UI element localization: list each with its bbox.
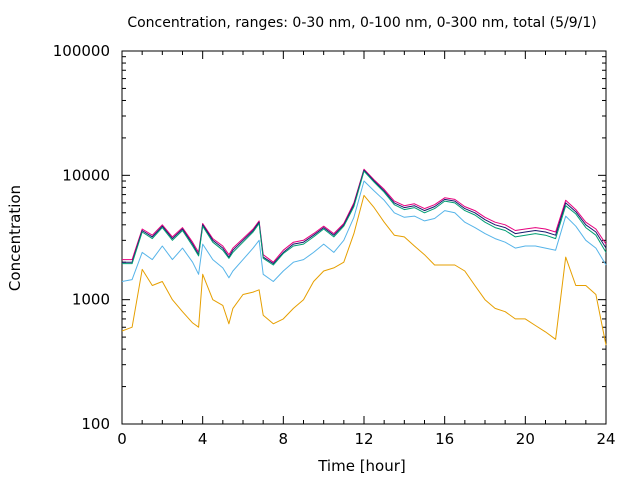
series-line-5 [121,194,607,346]
x-tick-label: 8 [279,430,289,448]
x-tick-label: 16 [435,430,454,448]
x-axis-label: Time [hour] [317,457,406,475]
series-line-3 [122,170,607,266]
y-tick-label: 100 [81,415,110,433]
x-tick-label: 24 [596,430,615,448]
tick-labels: 0 4 8 12 16 20 24 100 1000 10000 100000 [53,42,616,448]
series-lines [121,168,607,346]
x-tick-label: 12 [354,430,373,448]
series-line-4 [121,180,607,282]
y-tick-label: 10000 [62,166,110,184]
plot-frame [121,50,607,425]
chart-title: Concentration, ranges: 0-30 nm, 0-100 nm… [127,15,596,31]
y-tick-label: 100000 [53,42,110,60]
y-axis-label: Concentration [6,185,24,291]
x-tick-label: 4 [198,430,208,448]
y-tick-label: 1000 [72,291,110,309]
x-tick-label: 20 [516,430,535,448]
x-tick-label: 0 [117,430,127,448]
axis-ticks [121,50,607,425]
